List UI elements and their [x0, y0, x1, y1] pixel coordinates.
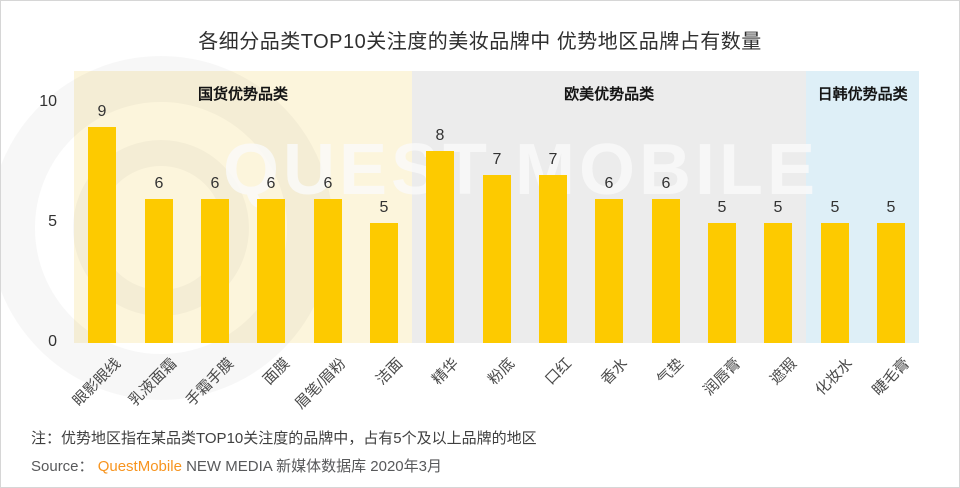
bar-value-label: 5	[830, 199, 840, 216]
bar-value-label: 6	[323, 175, 333, 192]
x-axis-label: 眉笔/眉粉	[292, 355, 350, 413]
source-line: Source： QuestMobile NEW MEDIA 新媒体数据库 202…	[31, 455, 442, 476]
bar-value-label: 7	[548, 151, 558, 168]
bar-精华	[426, 151, 454, 343]
bar-润唇膏	[708, 223, 736, 343]
bar-面膜	[257, 199, 285, 343]
region-label-2: 日韩优势品类	[817, 86, 908, 103]
x-axis-label: 润唇膏	[700, 355, 744, 399]
bar-香水	[595, 199, 623, 343]
x-axis-label: 香水	[598, 355, 632, 389]
x-axis-label: 化妆水	[812, 355, 857, 399]
footnote: 注：优势地区指在某品类TOP10关注度的品牌中，占有5个及以上品牌的地区	[31, 430, 537, 447]
x-axis-label: 精华	[429, 355, 463, 389]
bar-口红	[539, 175, 567, 343]
bar-洁面	[370, 223, 398, 343]
bar-遮瑕	[764, 223, 792, 343]
x-axis-label: 气垫	[654, 355, 688, 389]
region-label-1: 欧美优势品类	[564, 86, 655, 103]
source-rest: NEW MEDIA 新媒体数据库 2020年3月	[181, 458, 442, 475]
x-axis-label: 手霜手膜	[182, 355, 237, 410]
bar-chart-plot-area: 国货优势品类 欧美优势品类 日韩优势品类 9 6 6 6 6 5 8 7 7 6 6 5 5 5 5	[74, 71, 919, 343]
x-axis-label: 遮瑕	[767, 355, 801, 389]
y-axis-tick-label: 10	[39, 93, 57, 110]
bar-眼影眼线	[88, 127, 116, 343]
bar-value-label: 8	[435, 127, 445, 144]
source-prefix: Source：	[31, 458, 98, 475]
bar-气垫	[652, 199, 680, 343]
bar-粉底	[483, 175, 511, 343]
bar-value-label: 5	[773, 199, 783, 216]
bar-化妆水	[821, 223, 849, 343]
source-brand-link[interactable]: QuestMobile	[97, 458, 182, 475]
x-axis-label: 洁面	[372, 355, 406, 389]
bar-乳液面霜	[145, 199, 173, 343]
bar-value-label: 6	[154, 175, 164, 192]
bar-value-label: 5	[379, 199, 389, 216]
bar-value-label: 5	[717, 199, 727, 216]
region-label-0: 国货优势品类	[197, 86, 288, 103]
bar-value-label: 6	[604, 175, 614, 192]
x-axis-label: 眼影眼线	[69, 355, 125, 410]
chart-title: 各细分品类TOP10关注度的美妆品牌中 优势地区品牌占有数量	[198, 31, 762, 53]
y-axis-tick-label: 0	[48, 333, 57, 350]
y-axis-tick-label: 5	[48, 213, 57, 230]
bar-value-label: 5	[886, 199, 896, 216]
bar-眉笔/眉粉	[314, 199, 342, 343]
x-axis-label: 乳液面霜	[126, 355, 181, 410]
bar-value-label: 6	[661, 175, 671, 192]
bar-value-label: 6	[210, 175, 220, 192]
x-axis-label: 粉底	[485, 355, 519, 389]
bar-手霜手膜	[201, 199, 229, 343]
x-axis-label: 口红	[541, 355, 575, 389]
bar-value-label: 7	[492, 151, 502, 168]
bar-value-label: 9	[97, 103, 107, 120]
bar-value-label: 6	[266, 175, 276, 192]
bar-睫毛膏	[877, 223, 905, 343]
region-background-0: 国货优势品类	[74, 71, 412, 343]
x-axis-label: 睫毛膏	[869, 355, 913, 399]
x-axis-label: 面膜	[260, 355, 294, 389]
